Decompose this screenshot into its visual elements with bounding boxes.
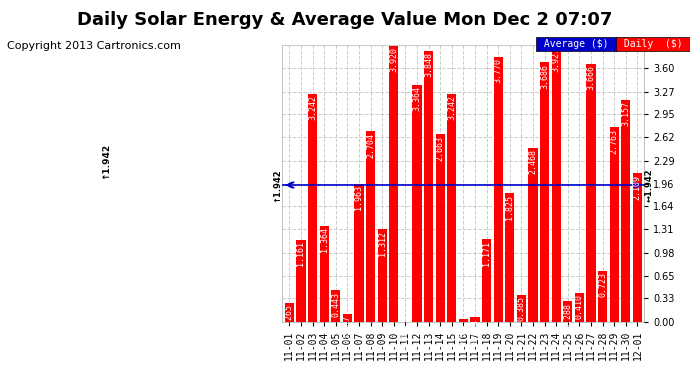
Text: 3.157: 3.157 — [621, 101, 630, 126]
Bar — [285, 303, 294, 322]
Bar — [435, 134, 445, 322]
Text: 0.265: 0.265 — [285, 304, 294, 329]
Text: 0.064: 0.064 — [471, 318, 480, 344]
Bar — [471, 317, 480, 322]
Bar — [424, 51, 433, 322]
Text: 3.686: 3.686 — [540, 64, 549, 89]
Text: ↑1.942: ↑1.942 — [101, 143, 110, 179]
Text: 3.364: 3.364 — [413, 87, 422, 111]
Bar — [609, 127, 619, 322]
Text: 1.161: 1.161 — [297, 242, 306, 266]
Bar — [517, 294, 526, 322]
Text: Daily  ($): Daily ($) — [618, 39, 688, 50]
Bar — [563, 302, 573, 322]
Text: 0.410: 0.410 — [575, 294, 584, 319]
Text: 3.242: 3.242 — [447, 95, 456, 120]
Bar — [621, 100, 631, 322]
Text: 1.364: 1.364 — [319, 227, 328, 252]
Bar — [366, 132, 375, 322]
Bar — [551, 45, 561, 322]
Text: 3.666: 3.666 — [586, 65, 595, 90]
Text: 2.468: 2.468 — [529, 150, 538, 174]
Bar — [447, 94, 456, 322]
Bar — [354, 184, 364, 322]
Text: 1.312: 1.312 — [377, 231, 386, 256]
Text: ↑1.942: ↑1.942 — [273, 168, 282, 202]
Text: 2.763: 2.763 — [610, 129, 619, 154]
Bar — [505, 193, 515, 322]
Text: 0.107: 0.107 — [343, 315, 352, 340]
Text: Copyright 2013 Cartronics.com: Copyright 2013 Cartronics.com — [7, 41, 181, 51]
Text: 0.385: 0.385 — [517, 296, 526, 321]
Bar — [529, 148, 538, 322]
Bar — [575, 293, 584, 322]
Text: 3.920: 3.920 — [389, 47, 398, 72]
Bar — [389, 46, 398, 322]
Bar — [343, 314, 352, 322]
Text: 0.000: 0.000 — [401, 323, 410, 348]
Bar — [459, 320, 468, 322]
Text: Average ($): Average ($) — [538, 39, 615, 50]
Bar — [493, 57, 503, 322]
Text: Daily Solar Energy & Average Value Mon Dec 2 07:07: Daily Solar Energy & Average Value Mon D… — [77, 11, 613, 29]
Text: ↔1.942: ↔1.942 — [645, 168, 654, 202]
Text: 1.825: 1.825 — [505, 195, 514, 220]
Bar — [296, 240, 306, 322]
Text: 0.288: 0.288 — [563, 303, 572, 328]
Text: 1.171: 1.171 — [482, 241, 491, 266]
Bar — [331, 291, 340, 322]
Text: 2.663: 2.663 — [435, 136, 444, 161]
Text: 1.963: 1.963 — [355, 185, 364, 210]
Bar — [540, 62, 549, 322]
Text: 2.109: 2.109 — [633, 175, 642, 200]
Text: 3.848: 3.848 — [424, 53, 433, 77]
Text: 0.443: 0.443 — [331, 292, 340, 317]
Text: 3.770: 3.770 — [493, 58, 503, 83]
Text: 0.723: 0.723 — [598, 272, 607, 297]
Bar — [377, 230, 387, 322]
Text: 0.032: 0.032 — [459, 321, 468, 346]
Text: 3.927: 3.927 — [552, 47, 561, 72]
Text: 2.704: 2.704 — [366, 133, 375, 158]
Text: 3.242: 3.242 — [308, 95, 317, 120]
Bar — [308, 94, 317, 322]
Bar — [633, 173, 642, 322]
Bar — [482, 239, 491, 322]
Bar — [413, 85, 422, 322]
Bar — [598, 271, 607, 322]
Bar — [319, 226, 328, 322]
Bar — [586, 64, 595, 322]
